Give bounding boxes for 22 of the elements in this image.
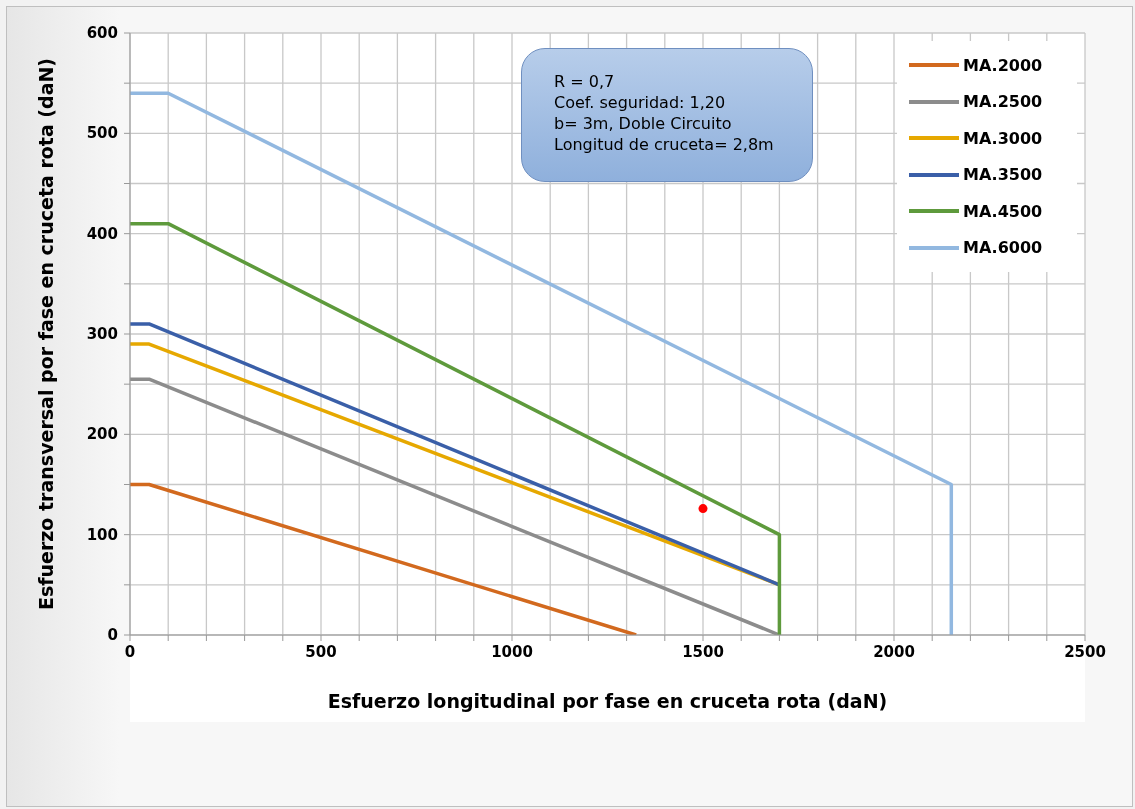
y-tick-label: 100 — [86, 525, 118, 544]
y-tick-label: 200 — [86, 425, 118, 444]
y-tick-label: 600 — [86, 24, 118, 42]
y-axis-title: Esfuerzo transversal por fase en cruceta rota (daN) — [35, 57, 57, 611]
rounded-note-box: R = 0,7 Coef. seguridad: 1,20 b= 3m, Doble Circuito Longitud de cruceta= 2,8m — [521, 48, 813, 182]
x-axis-title: Esfuerzo longitudinal por fase en cruceta rota (daN) — [327, 690, 888, 712]
y-tick-label: 400 — [86, 224, 118, 243]
legend-label: MA.2500 — [963, 92, 1043, 112]
x-tick-label: 1000 — [491, 643, 533, 661]
legend-label: MA.6000 — [963, 238, 1043, 258]
x-tick-label: 500 — [305, 643, 337, 661]
y-tick-label: 300 — [86, 325, 118, 343]
legend-label: MA.3000 — [963, 128, 1043, 148]
x-tick-label: 0 — [124, 643, 136, 661]
x-tick-label: 2000 — [873, 643, 915, 661]
y-tick-label: 0 — [107, 626, 118, 644]
x-tick-label: 2500 — [1064, 643, 1106, 661]
legend-label: MA.2000 — [963, 55, 1043, 75]
y-tick-label: 500 — [86, 124, 118, 143]
x-tick-label: 1500 — [682, 643, 724, 661]
legend-label: MA.4500 — [963, 201, 1043, 221]
legend-label: MA.3500 — [963, 165, 1043, 185]
